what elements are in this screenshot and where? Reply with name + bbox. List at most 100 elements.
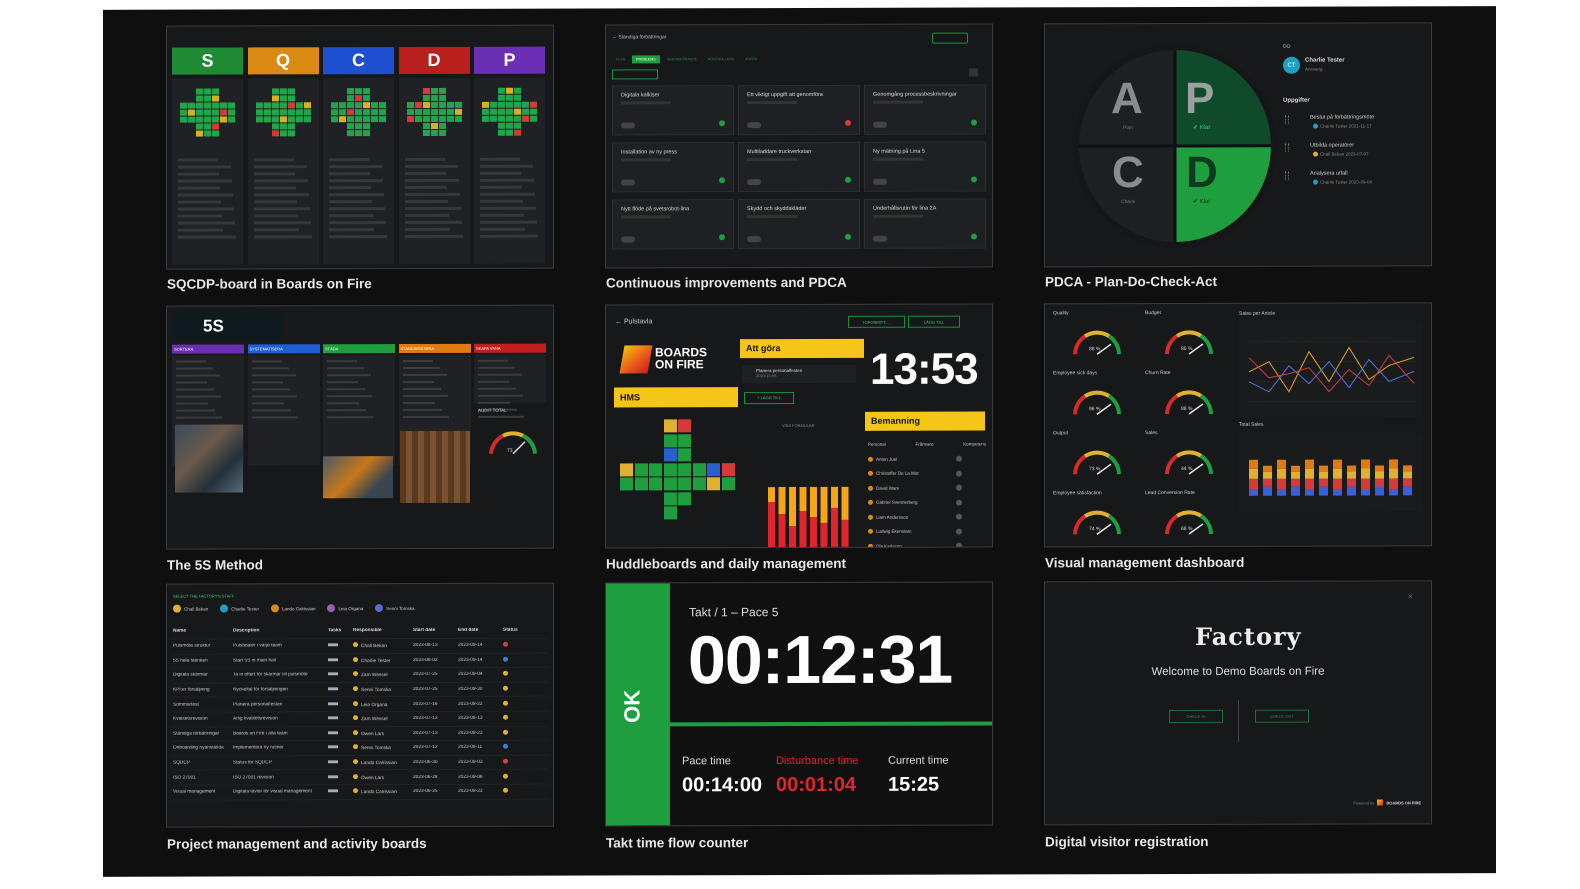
staff-chip[interactable]: Leia Organa (327, 604, 363, 613)
ci-filter-button[interactable] (612, 69, 658, 80)
hms-day-cell[interactable] (620, 506, 633, 519)
day-cell[interactable] (355, 88, 362, 95)
day-cell[interactable] (355, 116, 362, 123)
day-cell[interactable] (271, 130, 279, 137)
day-cell[interactable] (430, 101, 438, 108)
day-cell[interactable] (296, 130, 303, 136)
day-cell[interactable] (482, 88, 489, 94)
day-cell[interactable] (212, 130, 219, 137)
day-cell[interactable] (506, 108, 513, 115)
day-cell[interactable] (455, 123, 462, 129)
day-cell[interactable] (522, 101, 529, 108)
day-cell[interactable] (414, 101, 422, 109)
hms-day-cell[interactable] (635, 434, 648, 447)
day-cell[interactable] (355, 123, 362, 130)
day-cell[interactable] (371, 109, 378, 116)
day-cell[interactable] (406, 116, 414, 123)
day-cell[interactable] (180, 102, 187, 109)
staff-row[interactable]: Ludwig Ekenstam (868, 524, 986, 539)
day-cell[interactable] (407, 123, 414, 129)
day-cell[interactable] (303, 116, 311, 123)
hms-day-cell[interactable] (722, 448, 735, 461)
day-cell[interactable] (355, 109, 362, 116)
ci-card[interactable]: Nytt flöde på svetsrobot-lina (612, 199, 734, 250)
day-cell[interactable] (204, 95, 211, 102)
visitor-tile[interactable]: × Factory Welcome to Demo Boards on Fire… (1044, 580, 1432, 826)
day-cell[interactable] (331, 109, 338, 116)
day-cell[interactable] (196, 109, 203, 116)
hms-day-cell[interactable] (620, 462, 633, 476)
hms-day-cell[interactable] (663, 491, 677, 505)
day-cell[interactable] (339, 95, 346, 101)
day-cell[interactable] (255, 116, 263, 123)
day-cell[interactable] (347, 130, 354, 137)
drag-handle-icon[interactable] (1285, 143, 1289, 152)
absence-toggle[interactable] (956, 470, 962, 477)
day-cell[interactable] (287, 102, 295, 109)
day-cell[interactable] (180, 131, 187, 137)
day-cell[interactable] (530, 130, 537, 136)
day-cell[interactable] (331, 102, 338, 109)
day-cell[interactable] (498, 115, 505, 122)
day-cell[interactable] (264, 88, 271, 94)
day-cell[interactable] (303, 109, 311, 116)
absence-toggle[interactable] (956, 528, 962, 535)
day-cell[interactable] (379, 116, 386, 123)
day-cell[interactable] (204, 88, 211, 95)
day-cell[interactable] (188, 109, 195, 116)
day-cell[interactable] (331, 116, 338, 123)
hms-day-cell[interactable] (678, 491, 691, 505)
day-cell[interactable] (498, 122, 505, 129)
tab-kontrollera[interactable]: KONTROLLERA (707, 57, 735, 62)
day-cell[interactable] (263, 116, 271, 123)
day-cell[interactable] (506, 87, 513, 94)
day-cell[interactable] (438, 94, 446, 101)
table-row[interactable]: Pulsmöte struktur Pulsboaler i varje team… (173, 638, 547, 655)
staff-row[interactable]: Christoffer De La Mot (868, 466, 986, 481)
day-cell[interactable] (228, 130, 235, 136)
staff-row[interactable]: Gabriel Svennerberg (868, 495, 986, 510)
day-cell[interactable] (339, 88, 346, 94)
day-cell[interactable] (188, 131, 195, 137)
hms-day-cell[interactable] (692, 462, 706, 476)
hms-day-cell[interactable] (722, 492, 735, 505)
day-cell[interactable] (438, 122, 446, 129)
day-cell[interactable] (506, 101, 513, 108)
day-cell[interactable] (514, 129, 521, 136)
hms-day-cell[interactable] (649, 462, 662, 476)
table-row[interactable]: Digitala skärmar Ta in offert för skärmar… (173, 667, 547, 684)
day-cell[interactable] (180, 109, 187, 116)
day-cell[interactable] (271, 88, 279, 95)
day-cell[interactable] (506, 129, 513, 136)
day-cell[interactable] (204, 116, 211, 123)
day-cell[interactable] (279, 130, 287, 137)
day-cell[interactable] (371, 102, 378, 109)
day-cell[interactable] (188, 124, 195, 130)
day-cell[interactable] (371, 130, 378, 136)
ci-card[interactable]: Installation av ny press (612, 142, 734, 193)
todo-item[interactable]: Planera personalfesten 2023-10-05 (742, 364, 856, 384)
day-cell[interactable] (339, 130, 346, 136)
absence-toggle[interactable] (956, 513, 962, 520)
day-cell[interactable] (454, 115, 462, 122)
hms-day-cell[interactable] (663, 506, 677, 520)
hms-day-cell[interactable] (635, 492, 648, 505)
day-cell[interactable] (454, 108, 462, 115)
day-cell[interactable] (482, 123, 489, 129)
hms-day-cell[interactable] (649, 506, 662, 519)
ci-card[interactable]: Skydd och skyddskläder (738, 198, 860, 250)
day-cell[interactable] (347, 109, 354, 116)
day-cell[interactable] (379, 109, 386, 116)
day-cell[interactable] (304, 95, 311, 101)
day-cell[interactable] (303, 102, 311, 109)
sqcdp-header-d[interactable]: D (398, 46, 470, 75)
day-cell[interactable] (422, 122, 430, 129)
day-cell[interactable] (514, 122, 521, 129)
day-cell[interactable] (438, 108, 446, 115)
day-cell[interactable] (220, 102, 227, 109)
day-cell[interactable] (295, 102, 303, 109)
day-cell[interactable] (363, 109, 370, 116)
day-cell[interactable] (363, 88, 370, 95)
day-cell[interactable] (287, 123, 295, 130)
